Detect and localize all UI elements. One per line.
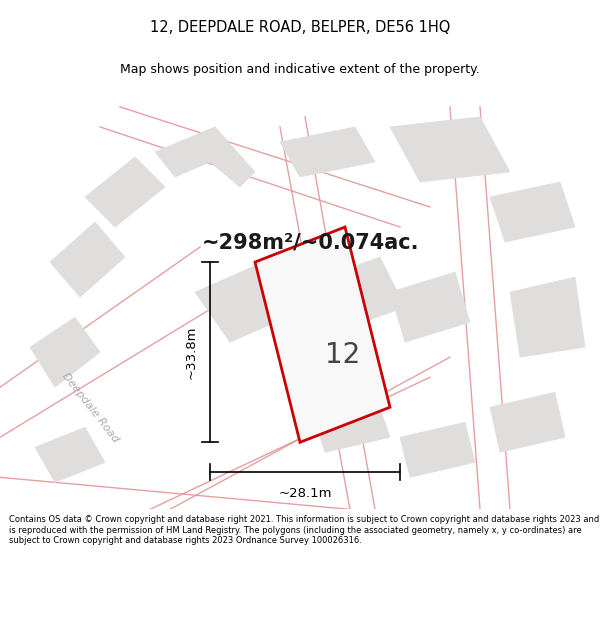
Text: 12, DEEPDALE ROAD, BELPER, DE56 1HQ: 12, DEEPDALE ROAD, BELPER, DE56 1HQ (150, 19, 450, 34)
Polygon shape (85, 157, 165, 227)
Polygon shape (400, 422, 475, 478)
Polygon shape (310, 392, 390, 452)
Polygon shape (280, 127, 375, 177)
Text: Deepdale Road: Deepdale Road (60, 371, 120, 444)
Polygon shape (310, 257, 405, 332)
Polygon shape (155, 127, 255, 187)
Polygon shape (390, 117, 510, 182)
Text: Contains OS data © Crown copyright and database right 2021. This information is : Contains OS data © Crown copyright and d… (9, 515, 599, 545)
Text: 12: 12 (325, 341, 360, 369)
Polygon shape (35, 428, 105, 483)
Polygon shape (390, 272, 470, 342)
Polygon shape (30, 317, 100, 388)
Polygon shape (255, 227, 390, 442)
Text: Deepdale: Deepdale (259, 278, 311, 307)
Text: ~33.8m: ~33.8m (185, 326, 198, 379)
Polygon shape (490, 392, 565, 452)
Text: ~298m²/~0.074ac.: ~298m²/~0.074ac. (201, 232, 419, 252)
Polygon shape (510, 277, 585, 358)
Polygon shape (195, 257, 310, 342)
Text: Map shows position and indicative extent of the property.: Map shows position and indicative extent… (120, 63, 480, 76)
Polygon shape (50, 222, 125, 297)
Text: ~28.1m: ~28.1m (278, 488, 332, 501)
Polygon shape (490, 182, 575, 242)
